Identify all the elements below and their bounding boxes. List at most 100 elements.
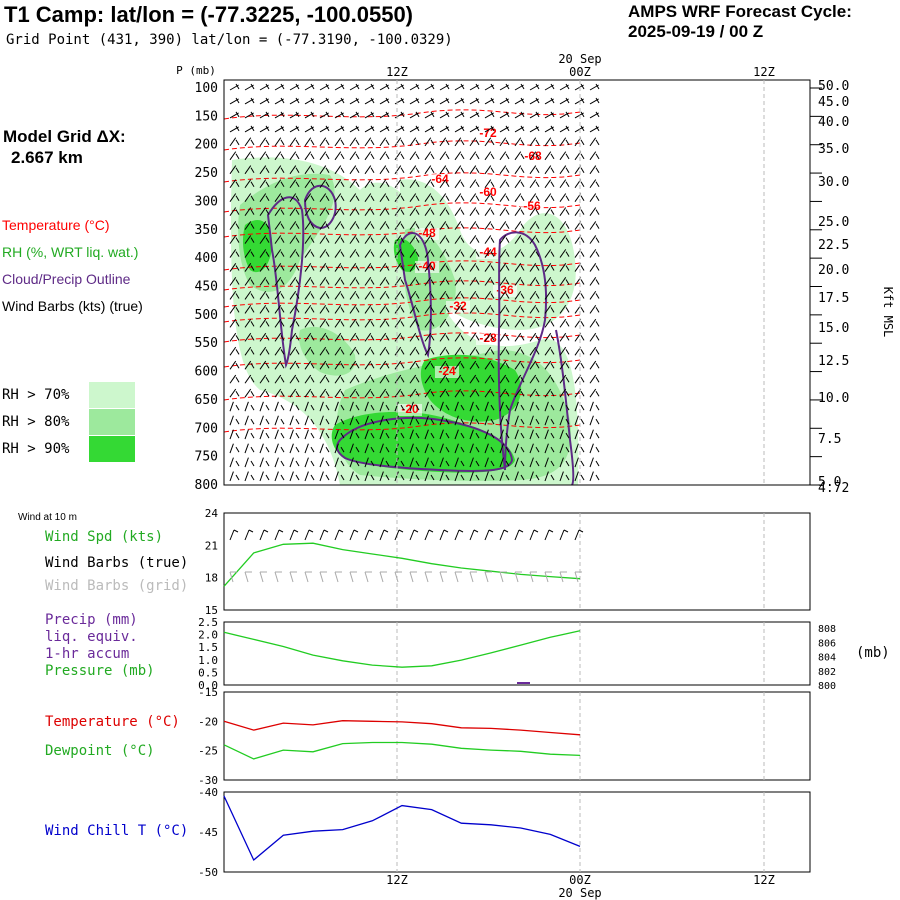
barb-staff bbox=[244, 290, 252, 300]
barb-flag bbox=[595, 83, 600, 90]
barb-staff bbox=[364, 318, 372, 328]
barb-flag bbox=[580, 251, 585, 257]
barb-staff bbox=[319, 235, 327, 244]
barb-staff bbox=[394, 429, 399, 440]
wind-barb bbox=[259, 374, 270, 384]
wind-barb bbox=[334, 304, 345, 314]
barb-flag bbox=[475, 321, 480, 327]
cycle-label: AMPS WRF Forecast Cycle: bbox=[628, 2, 852, 21]
wind-barb bbox=[349, 415, 360, 426]
barb-staff bbox=[334, 429, 339, 440]
barb-flag bbox=[370, 111, 375, 118]
barb-staff bbox=[229, 332, 237, 342]
barb-flag bbox=[445, 223, 450, 229]
wind-barb bbox=[349, 388, 360, 398]
wind-barb bbox=[274, 290, 285, 300]
wind-barb bbox=[334, 137, 345, 147]
wind-barb bbox=[439, 415, 450, 426]
wind-barb bbox=[319, 318, 330, 328]
barb-flag bbox=[550, 153, 555, 160]
wind-barb bbox=[334, 388, 345, 398]
pressure-tick: 650 bbox=[195, 393, 218, 408]
wind-barb bbox=[589, 471, 600, 482]
barb-staff bbox=[259, 529, 265, 541]
wind-barb bbox=[394, 151, 405, 161]
barb-flag bbox=[533, 529, 539, 533]
barb-staff bbox=[319, 388, 327, 398]
barb-staff bbox=[409, 429, 414, 440]
wind-barb bbox=[274, 111, 285, 119]
barb-flag bbox=[280, 376, 285, 383]
barb-flag bbox=[580, 237, 585, 243]
wind-barb bbox=[364, 83, 375, 91]
barb-flag bbox=[595, 181, 600, 188]
temperature-contour-label: -72 bbox=[479, 126, 497, 140]
barb-flag bbox=[595, 432, 600, 439]
wind-barb bbox=[274, 401, 285, 412]
wind-barb bbox=[259, 97, 270, 105]
wind-barb bbox=[409, 471, 420, 482]
wind-barb bbox=[334, 457, 345, 468]
barb-flag bbox=[310, 335, 315, 341]
wind-barb bbox=[559, 471, 570, 482]
barb-staff bbox=[499, 374, 507, 384]
barb-staff bbox=[349, 179, 357, 189]
barb-flag bbox=[280, 404, 285, 411]
barb-staff bbox=[454, 290, 462, 300]
barb-staff bbox=[259, 415, 264, 426]
barb-staff bbox=[499, 457, 504, 468]
wind-barb bbox=[589, 151, 600, 161]
wind-barb bbox=[274, 235, 285, 244]
barb-staff bbox=[394, 346, 402, 356]
wind-barb bbox=[289, 111, 300, 119]
sfc-barb-true bbox=[364, 529, 374, 541]
wind-barb bbox=[529, 277, 540, 286]
wind-barb bbox=[379, 415, 390, 426]
wind-barb bbox=[394, 318, 405, 328]
wind-barb bbox=[349, 193, 360, 203]
barb-flag bbox=[595, 195, 600, 201]
barb-flag bbox=[355, 223, 360, 229]
barb-staff bbox=[274, 235, 282, 244]
barb-staff bbox=[334, 360, 342, 370]
wind-barb bbox=[289, 429, 300, 440]
barb-flag bbox=[340, 404, 345, 411]
barb-flag bbox=[400, 321, 405, 327]
barb-flag bbox=[280, 474, 285, 481]
wind-barb bbox=[484, 346, 495, 356]
barb-flag bbox=[370, 460, 375, 467]
wind-barb bbox=[454, 443, 465, 454]
wind-barb bbox=[529, 374, 540, 384]
barb-staff bbox=[319, 151, 327, 161]
wind-barb bbox=[529, 235, 540, 244]
barb-flag bbox=[385, 307, 390, 313]
barb-flag bbox=[400, 237, 405, 243]
barb-flag bbox=[580, 376, 585, 383]
barb-flag bbox=[505, 363, 510, 369]
barb-staff bbox=[229, 221, 237, 230]
barb-flag bbox=[460, 83, 465, 90]
barb-staff bbox=[559, 415, 564, 426]
wind-barb bbox=[304, 415, 315, 426]
barb-flag bbox=[550, 83, 555, 90]
barb-staff bbox=[319, 401, 324, 412]
barb-flag bbox=[475, 209, 480, 215]
sfc-barb-true bbox=[544, 529, 554, 541]
barb-flag bbox=[370, 265, 375, 271]
wind-barb bbox=[244, 235, 255, 244]
barb-staff bbox=[274, 360, 282, 370]
barb-staff bbox=[394, 360, 402, 370]
barb-flag bbox=[475, 111, 480, 118]
barb-flag bbox=[505, 167, 510, 174]
barb-flag bbox=[535, 83, 540, 90]
barb-staff bbox=[409, 221, 417, 230]
barb-staff bbox=[394, 415, 399, 426]
barb-staff bbox=[499, 571, 504, 583]
barb-flag bbox=[580, 474, 585, 481]
barb-flag bbox=[400, 376, 405, 383]
barb-staff bbox=[409, 374, 417, 384]
wind-barb bbox=[514, 290, 525, 300]
barb-flag bbox=[235, 418, 240, 425]
wind-barb bbox=[514, 207, 525, 216]
wind-barb bbox=[394, 137, 405, 147]
